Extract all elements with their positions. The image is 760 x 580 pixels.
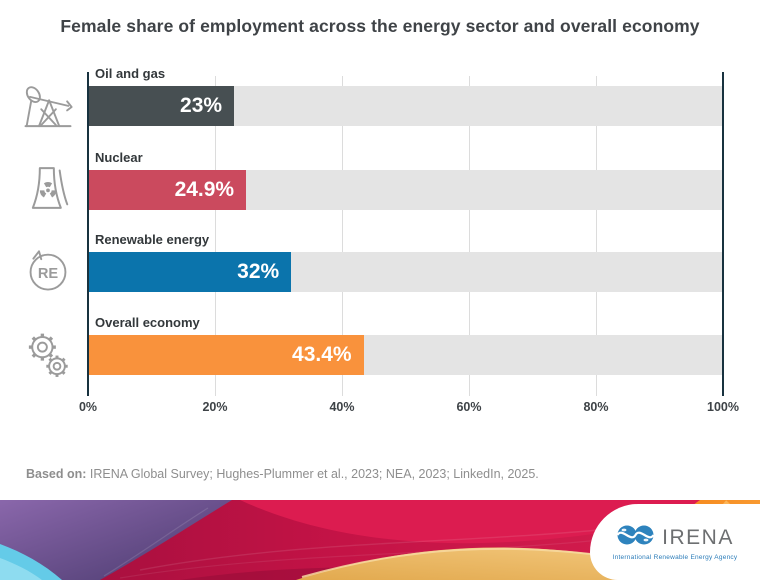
x-tick-label: 100% xyxy=(707,400,739,414)
x-tick-label: 0% xyxy=(78,400,98,414)
logo-panel: IRENA International Renewable Energy Age… xyxy=(590,504,760,580)
bar-value-label: 43.4% xyxy=(292,343,352,366)
category-label: Renewable energy xyxy=(95,232,210,247)
x-tick-label: 40% xyxy=(329,400,355,414)
source-note-prefix: Based on: xyxy=(26,467,87,481)
bar-track: 23% xyxy=(88,86,723,126)
nuclear-plant-icon xyxy=(18,160,78,216)
logo-wordmark: IRENA xyxy=(662,525,734,549)
bar-value-label: 24.9% xyxy=(174,178,235,201)
x-axis: 0% 20% 40% 60% 80% 100% xyxy=(79,400,739,418)
oil-pumpjack-icon xyxy=(18,80,78,134)
x-tick-label: 20% xyxy=(202,400,228,414)
chart-title: Female share of employment across the en… xyxy=(60,16,700,36)
category-label: Overall economy xyxy=(95,315,200,330)
bar-renewable-energy: 32% xyxy=(88,252,292,292)
y-axis-line-left xyxy=(87,72,89,396)
source-note-text: IRENA Global Survey; Hughes-Plummer et a… xyxy=(86,467,539,481)
x-tick-label: 60% xyxy=(456,400,482,414)
bar-chart-plot: Oil and gas 23% Nuclear 24.9% Renewable … xyxy=(87,66,724,396)
irena-globes-icon xyxy=(616,523,656,552)
category-label: Nuclear xyxy=(95,150,143,165)
axis-line-100pct xyxy=(722,72,724,396)
bar-overall-economy: 43.4% xyxy=(88,335,364,375)
bar-track: 43.4% xyxy=(88,335,723,375)
bar-value-label: 23% xyxy=(180,94,223,117)
renewable-energy-icon: RE xyxy=(18,244,78,298)
category-label: Oil and gas xyxy=(95,66,166,81)
logo-tagline: International Renewable Energy Agency xyxy=(612,554,738,561)
bar-track: 32% xyxy=(88,252,723,292)
bar-track: 24.9% xyxy=(88,170,723,210)
bar-oil-and-gas: 23% xyxy=(88,86,235,126)
bar-nuclear: 24.9% xyxy=(88,170,247,210)
gears-icon xyxy=(18,328,78,382)
svg-text:RE: RE xyxy=(38,266,59,282)
source-note: Based on: IRENA Global Survey; Hughes-Pl… xyxy=(26,467,539,481)
x-tick-label: 80% xyxy=(583,400,609,414)
bar-value-label: 32% xyxy=(237,260,280,283)
